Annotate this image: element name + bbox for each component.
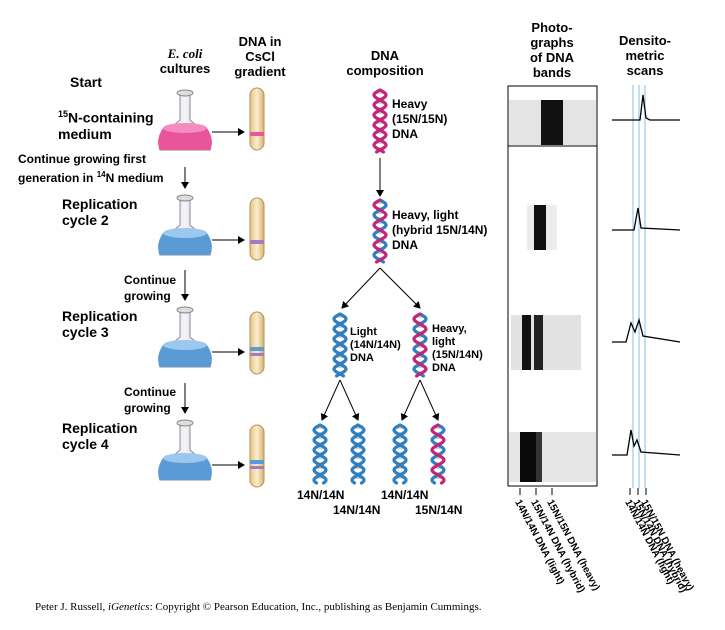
cycle2-line1: Replication	[62, 196, 138, 212]
label-heavylight-dna: Heavy, light (15N/14N) DNA	[432, 323, 483, 375]
header-densito-line1: Densito-	[619, 33, 671, 48]
scan-panel	[612, 85, 681, 495]
continue-a-line1: Continue	[124, 273, 176, 287]
header-photo: Photo- graphs of DNA bands	[512, 20, 592, 80]
helix-final-4	[430, 423, 446, 485]
cycle2-line2: cycle 2	[62, 212, 109, 228]
credit-after: : Copyright © Pearson Education, Inc., p…	[149, 601, 482, 613]
credit-before: Peter J. Russell,	[35, 601, 109, 613]
header-photo-line4: bands	[532, 65, 572, 80]
light-line1: Light	[350, 326, 377, 338]
header-cscl-line3: gradient	[234, 64, 286, 79]
scan-trace-2	[612, 207, 681, 231]
n15-text: N-containing	[68, 109, 154, 126]
header-ecoli: E. coli cultures	[150, 46, 220, 76]
label-final-4: 15N/14N	[415, 503, 463, 517]
scan-trace-3	[612, 317, 681, 343]
hybrid-line2: (hybrid 15N/14N)	[392, 223, 488, 237]
header-densito-line3: scans	[626, 63, 664, 78]
helix-light	[332, 312, 348, 378]
helix-heavylight	[412, 312, 428, 378]
helix-final-3	[392, 423, 408, 485]
hybrid-line3: DNA	[392, 238, 418, 252]
n15-sup: 15	[58, 109, 69, 119]
continue-a-line2: growing	[124, 289, 171, 303]
helix-final-2	[350, 423, 366, 485]
heavy-line3: DNA	[392, 127, 418, 141]
label-heavy-dna: Heavy (15N/15N) DNA	[392, 97, 447, 142]
credit-line: Peter J. Russell, iGenetics: Copyright ©…	[35, 601, 482, 613]
header-cscl-line2: CsCl	[245, 49, 275, 64]
label-final-3: 14N/14N	[381, 488, 429, 502]
step-n15-medium: 15N-containing medium	[58, 106, 154, 142]
arrow-dna-3d	[419, 379, 440, 421]
light-line3: DNA	[350, 352, 374, 364]
flask-start	[158, 89, 212, 151]
arrow-dna-2b	[379, 267, 421, 309]
light-line2: (14N/14N)	[350, 339, 401, 351]
step-cycle2: Replication cycle 2	[62, 196, 137, 228]
arrow-dna-2a	[341, 267, 381, 309]
header-photo-line2: graphs	[530, 35, 574, 50]
tube-start	[249, 87, 265, 151]
arrow-dna-3b	[339, 379, 360, 421]
header-composition-line1: DNA	[370, 48, 400, 63]
n15-line2: medium	[58, 125, 112, 142]
step-continue-first: Continue growing first generation in 14N…	[18, 151, 164, 186]
header-ecoli-line1: E. coli	[167, 46, 203, 61]
header-ecoli-line2: cultures	[159, 61, 211, 76]
continue-b-line2: growing	[124, 401, 171, 415]
header-densito: Densito- metric scans	[605, 33, 685, 78]
continue-first-sup: 14	[96, 170, 106, 179]
label-light-dna: Light (14N/14N) DNA	[350, 326, 401, 365]
label-hybrid-dna: Heavy, light (hybrid 15N/14N) DNA	[392, 208, 487, 253]
label-final-2: 14N/14N	[333, 503, 381, 517]
flask-cycle2	[158, 194, 212, 256]
header-densito-line2: metric	[625, 48, 665, 63]
helix-heavy	[372, 88, 388, 154]
heavylight-line1: Heavy,	[432, 323, 467, 335]
helix-final-1	[312, 423, 328, 485]
helix-hybrid	[372, 198, 388, 264]
heavy-line1: Heavy	[392, 97, 428, 111]
tube-cycle3	[249, 311, 265, 375]
arrow-dna-3c	[400, 379, 421, 421]
cycle4-line1: Replication	[62, 420, 138, 436]
header-composition: DNA composition	[335, 48, 435, 78]
cycle4-line2: cycle 4	[62, 436, 109, 452]
heavylight-line2: light	[432, 336, 456, 348]
step-cycle3: Replication cycle 3	[62, 308, 137, 340]
header-photo-line3: of DNA	[529, 50, 575, 65]
header-composition-line2: composition	[346, 63, 424, 78]
header-cscl: DNA in CsCl gradient	[225, 34, 295, 79]
continue-b-line1: Continue	[124, 385, 176, 399]
heavy-line2: (15N/15N)	[392, 112, 448, 126]
continue-first-line2b: N medium	[105, 171, 164, 185]
header-photo-line1: Photo-	[531, 20, 573, 35]
heavylight-line4: DNA	[432, 362, 456, 374]
step-continue-b: Continue growing	[124, 384, 176, 416]
step-cycle4: Replication cycle 4	[62, 420, 137, 452]
photo-panel	[507, 85, 598, 495]
cycle3-line2: cycle 3	[62, 324, 109, 340]
heavylight-line3: (15N/14N)	[432, 349, 483, 361]
credit-italic: iGenetics	[108, 601, 150, 613]
continue-first-line1: Continue growing first	[18, 152, 146, 166]
tube-cycle2	[249, 197, 265, 261]
step-start: Start	[70, 74, 102, 90]
cycle3-line1: Replication	[62, 308, 138, 324]
label-final-1: 14N/14N	[297, 488, 345, 502]
flask-cycle4	[158, 419, 212, 481]
flask-cycle3	[158, 306, 212, 368]
continue-first-line2a: generation in	[18, 171, 97, 185]
tube-cycle4	[249, 424, 265, 488]
scan-trace-4	[612, 429, 681, 456]
hybrid-line1: Heavy, light	[392, 208, 459, 222]
scan-trace-1	[612, 94, 680, 121]
step-continue-a: Continue growing	[124, 272, 176, 304]
arrow-dna-3a	[320, 379, 341, 421]
header-cscl-line1: DNA in	[238, 34, 282, 49]
